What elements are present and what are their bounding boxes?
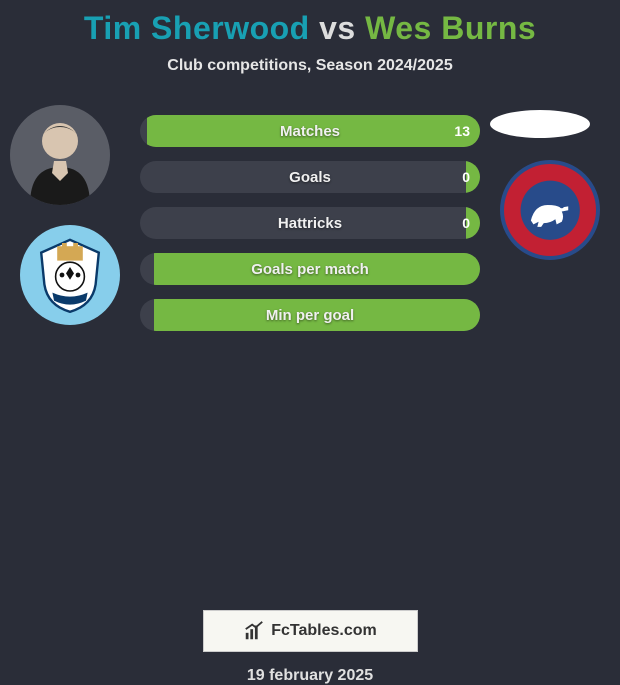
stat-row: Goals per match [140, 253, 480, 285]
brand-text: FcTables.com [271, 622, 377, 640]
player1-club-crest [20, 225, 120, 325]
date-text: 19 february 2025 [0, 667, 620, 685]
stat-label: Goals per match [140, 253, 480, 285]
vs-text: vs [319, 10, 356, 46]
stat-value-right: 0 [462, 161, 470, 193]
stat-label: Goals [140, 161, 480, 193]
stat-value-right: 0 [462, 207, 470, 239]
player2-name: Wes Burns [365, 10, 536, 46]
stat-label: Min per goal [140, 299, 480, 331]
stat-label: Hattricks [140, 207, 480, 239]
chart-icon [243, 620, 265, 642]
crest-icon [518, 178, 582, 242]
stats-bars: Matches13Goals0Hattricks0Goals per match… [140, 115, 480, 345]
stat-value-right: 13 [454, 115, 470, 147]
stat-row: Min per goal [140, 299, 480, 331]
player1-name: Tim Sherwood [84, 10, 310, 46]
brand-box: FcTables.com [203, 610, 418, 652]
stat-row: Matches13 [140, 115, 480, 147]
player2-avatar-placeholder [490, 110, 590, 138]
stat-row: Hattricks0 [140, 207, 480, 239]
crest-icon [30, 235, 110, 315]
stat-label: Matches [140, 115, 480, 147]
player2-club-crest [500, 160, 600, 260]
comparison-stage: Matches13Goals0Hattricks0Goals per match… [0, 105, 620, 355]
person-icon [10, 105, 110, 205]
player1-avatar [10, 105, 110, 205]
comparison-title: Tim Sherwood vs Wes Burns [0, 0, 620, 47]
stat-row: Goals0 [140, 161, 480, 193]
subtitle: Club competitions, Season 2024/2025 [0, 57, 620, 75]
